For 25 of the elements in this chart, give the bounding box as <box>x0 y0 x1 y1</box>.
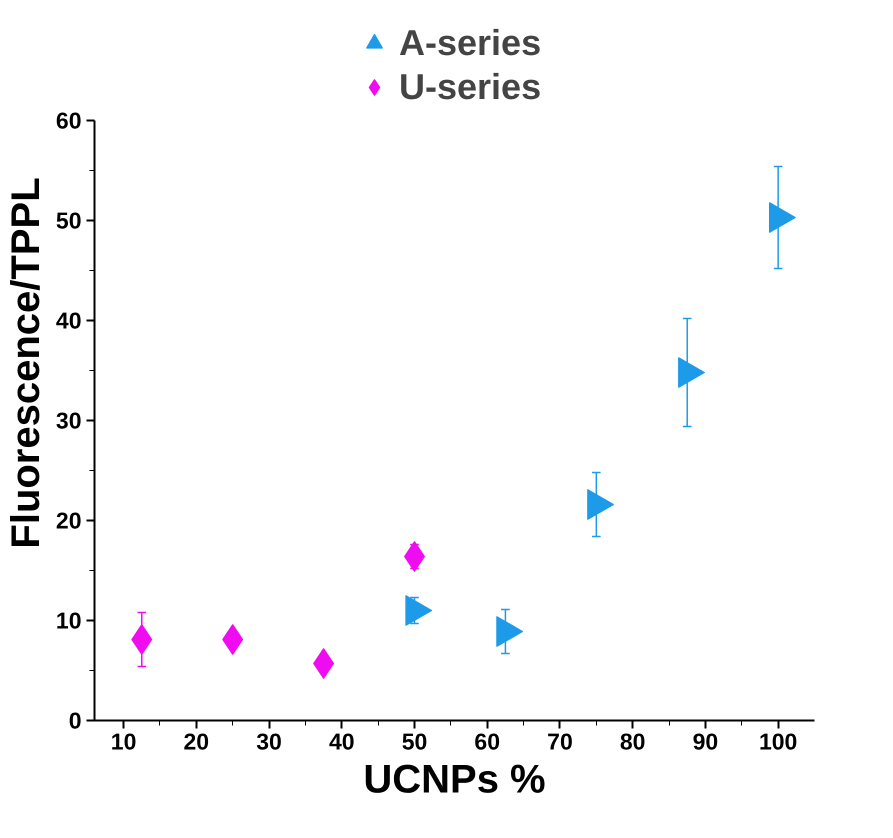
point <box>496 616 524 647</box>
x-tick-label: 50 <box>402 728 428 754</box>
x-tick-label: 40 <box>328 728 355 754</box>
y-tick-label: 40 <box>56 308 82 334</box>
x-tick-label: 30 <box>256 728 282 754</box>
point <box>768 202 796 233</box>
y-axis-title: Fluorescence/TPPL <box>4 177 48 549</box>
x-tick-label: 20 <box>184 728 210 754</box>
legend-label: U-series <box>399 66 542 108</box>
x-tick-label: 70 <box>547 728 573 754</box>
x-tick-label: 10 <box>110 728 136 754</box>
y-tick-label: 30 <box>56 408 82 434</box>
y-tick-label: 0 <box>68 708 82 734</box>
x-axis-title: UCNPs % <box>363 758 546 802</box>
point <box>678 357 706 388</box>
x-tick-label: 100 <box>758 728 798 754</box>
x-tick-label: 60 <box>474 728 500 754</box>
legend-label: A-series <box>399 22 542 64</box>
y-tick-label: 10 <box>56 608 82 634</box>
x-tick-label: 80 <box>620 728 646 754</box>
point <box>587 489 614 520</box>
y-tick-label: 50 <box>56 208 82 234</box>
y-tick-label: 20 <box>56 508 82 534</box>
y-tick-label: 60 <box>56 108 82 134</box>
x-tick-label: 90 <box>692 728 718 754</box>
